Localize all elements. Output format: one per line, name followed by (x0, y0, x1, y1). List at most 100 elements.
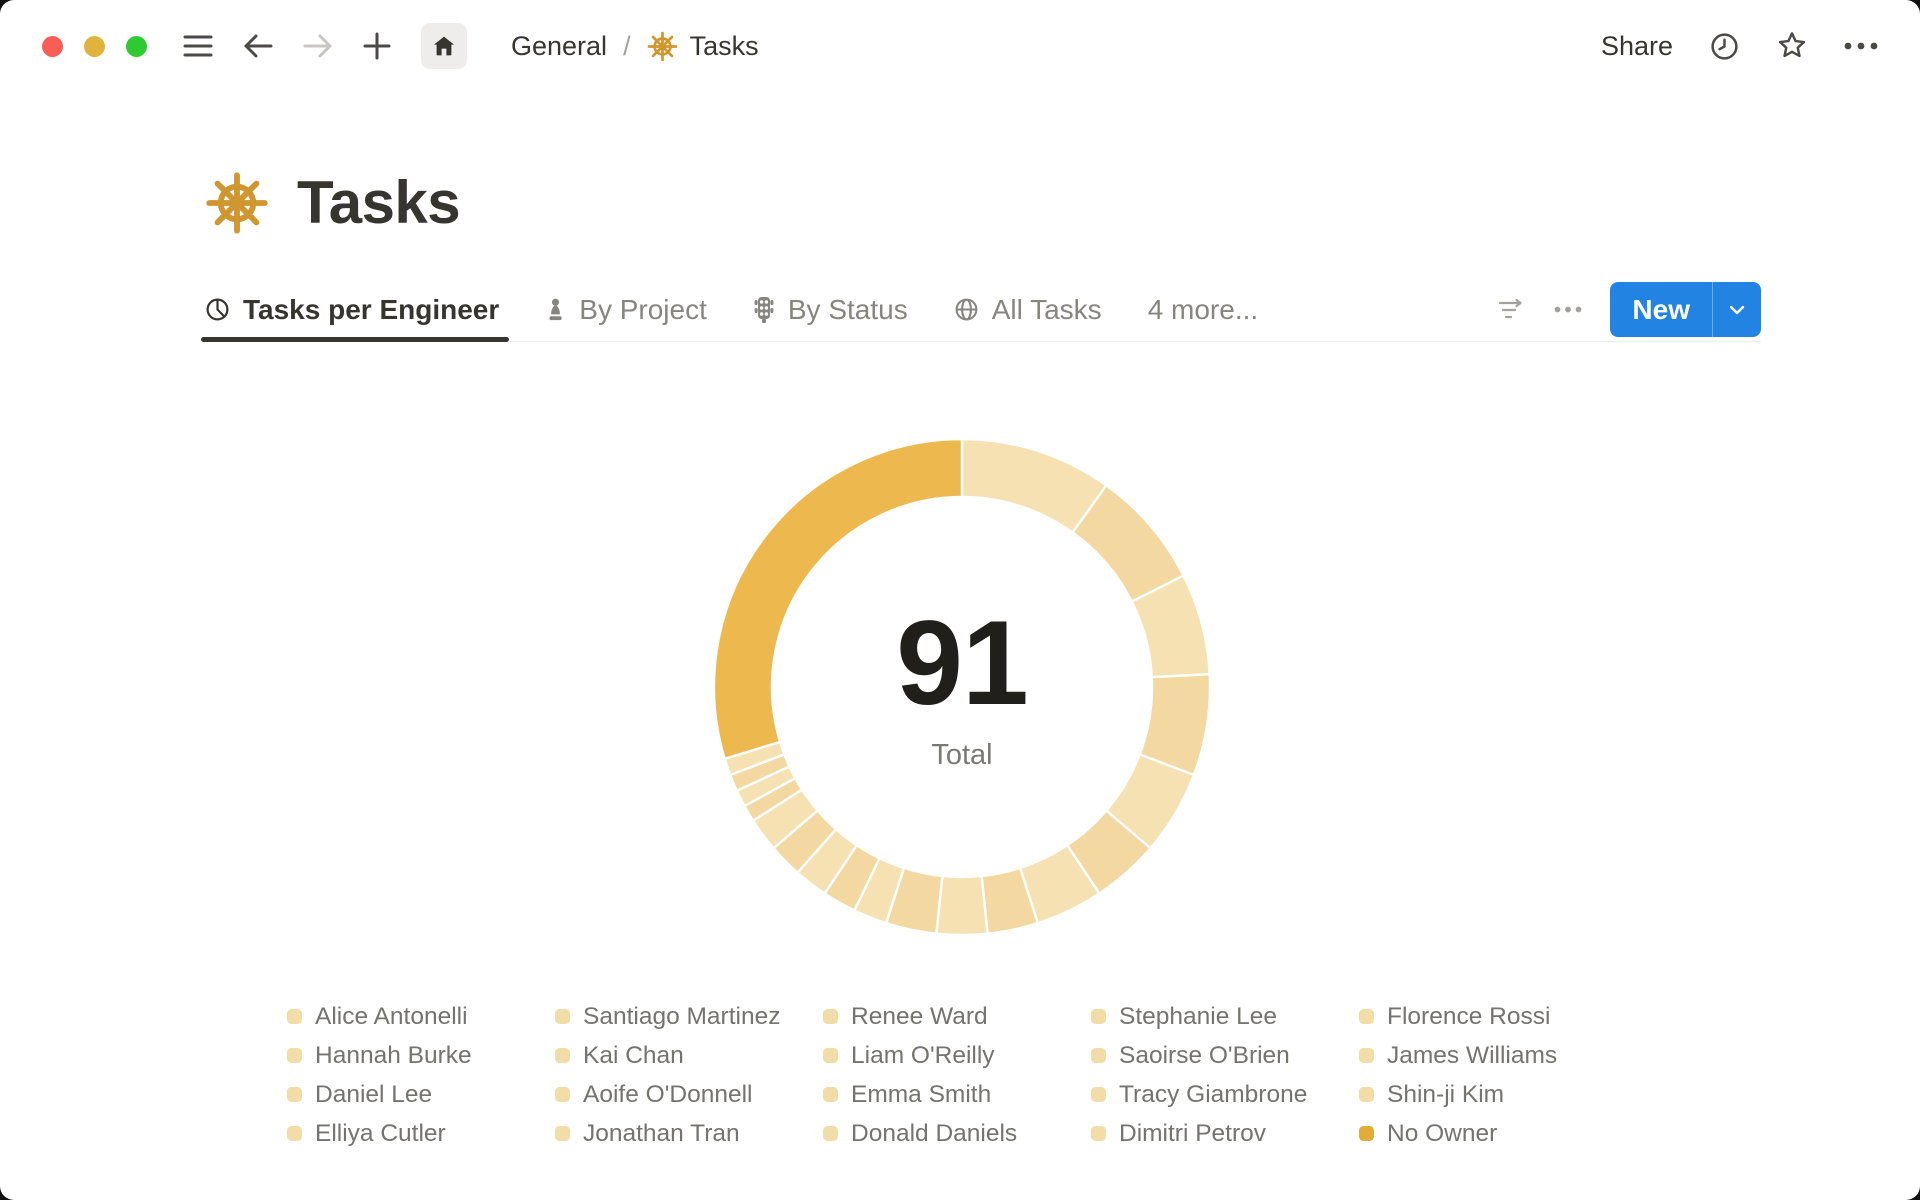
legend-item: No Owner (1359, 1120, 1627, 1148)
legend-item: Shin-ji Kim (1359, 1081, 1627, 1109)
tab-label: Tasks per Engineer (243, 293, 500, 325)
legend-swatch (1091, 1048, 1106, 1063)
legend-label: Elliya Cutler (315, 1119, 446, 1147)
pie-chart-icon (205, 297, 230, 322)
tab-by-project[interactable]: By Project (545, 278, 707, 341)
donut-slice[interactable] (935, 874, 989, 937)
legend-item: Jonathan Tran (555, 1120, 823, 1148)
new-dropdown-button[interactable] (1713, 282, 1761, 337)
zoom-window-button[interactable] (126, 35, 147, 57)
legend-item: Hannah Burke (287, 1042, 555, 1070)
legend-swatch (287, 1048, 302, 1063)
legend-swatch (823, 1048, 838, 1063)
legend-label: Stephanie Lee (1119, 1002, 1278, 1030)
new-tab-plus-icon[interactable] (363, 32, 391, 60)
globe-icon (954, 297, 979, 322)
share-button[interactable]: Share (1600, 30, 1673, 61)
chevron-down-icon (1729, 305, 1745, 315)
legend-label: Santiago Martinez (583, 1002, 781, 1030)
legend-swatch (1091, 1009, 1106, 1024)
legend-swatch (1091, 1087, 1106, 1102)
legend-label: Hannah Burke (315, 1041, 472, 1069)
traffic-lights (42, 35, 147, 57)
legend-item: Saoirse O'Brien (1091, 1042, 1359, 1070)
more-options-icon[interactable] (1844, 42, 1878, 50)
helm-wheel-icon (647, 31, 678, 62)
legend-label: Alice Antonelli (315, 1002, 468, 1030)
legend-label: Donald Daniels (851, 1119, 1018, 1147)
legend-label: Kai Chan (583, 1041, 684, 1069)
legend-swatch (555, 1087, 570, 1102)
legend-label: Saoirse O'Brien (1119, 1041, 1290, 1069)
favorite-star-icon[interactable] (1776, 30, 1808, 62)
close-window-button[interactable] (42, 35, 63, 57)
legend-item: Liam O'Reilly (823, 1042, 1091, 1070)
legend-item: Dimitri Petrov (1091, 1120, 1359, 1148)
legend-swatch (555, 1048, 570, 1063)
legend-item: Santiago Martinez (555, 1003, 823, 1031)
legend-swatch (823, 1087, 838, 1102)
view-options-ellipsis-icon[interactable] (1554, 306, 1582, 313)
donut-slice[interactable] (712, 437, 964, 761)
page-icon-helm-wheel[interactable] (205, 171, 269, 235)
legend-swatch (287, 1126, 302, 1141)
legend-label: No Owner (1387, 1119, 1498, 1147)
breadcrumb-root[interactable]: General (511, 30, 608, 61)
legend-label: Florence Rossi (1387, 1002, 1551, 1030)
tab-more-views[interactable]: 4 more... (1148, 278, 1258, 341)
legend-item: James Williams (1359, 1042, 1627, 1070)
legend-swatch (823, 1009, 838, 1024)
new-button-group: New (1610, 282, 1761, 337)
new-button[interactable]: New (1632, 293, 1690, 325)
home-icon[interactable] (421, 23, 467, 69)
tab-all-tasks[interactable]: All Tasks (954, 278, 1102, 341)
legend-swatch (287, 1087, 302, 1102)
traffic-light-icon (753, 296, 775, 324)
legend-swatch (1359, 1126, 1374, 1141)
legend-swatch (823, 1126, 838, 1141)
legend-label: Dimitri Petrov (1119, 1119, 1267, 1147)
tab-tasks-per-engineer[interactable]: Tasks per Engineer (200, 278, 510, 342)
legend-label: Renee Ward (851, 1002, 988, 1030)
legend-item: Aoife O'Donnell (555, 1081, 823, 1109)
legend-item: Florence Rossi (1359, 1003, 1627, 1031)
legend-item: Alice Antonelli (287, 1003, 555, 1031)
legend-item: Renee Ward (823, 1003, 1091, 1031)
legend-item: Emma Smith (823, 1081, 1091, 1109)
chart-legend: Alice Antonelli Santiago Martinez Renee Wa… (287, 997, 1627, 1153)
legend-item: Elliya Cutler (287, 1120, 555, 1148)
breadcrumb-separator: / (623, 30, 631, 61)
back-icon[interactable] (243, 33, 273, 59)
tab-label: By Project (579, 293, 707, 325)
legend-item: Stephanie Lee (1091, 1003, 1359, 1031)
tab-label: 4 more... (1147, 293, 1259, 325)
legend-swatch (555, 1126, 570, 1141)
minimize-window-button[interactable] (84, 35, 105, 57)
filter-sort-icon[interactable] (1498, 298, 1526, 321)
legend-label: Jonathan Tran (583, 1119, 740, 1147)
page-title[interactable]: Tasks (297, 169, 461, 236)
project-piece-icon (545, 297, 566, 323)
breadcrumb-page[interactable]: Tasks (689, 30, 759, 61)
legend-label: Daniel Lee (315, 1080, 433, 1108)
forward-icon[interactable] (303, 33, 333, 59)
legend-swatch (555, 1009, 570, 1024)
history-clock-icon[interactable] (1709, 31, 1740, 62)
legend-swatch (1359, 1048, 1374, 1063)
tab-by-status[interactable]: By Status (753, 278, 908, 341)
tab-label: By Status (787, 293, 908, 325)
sidebar-menu-icon[interactable] (183, 34, 213, 58)
legend-label: Liam O'Reilly (851, 1041, 995, 1069)
breadcrumb: General / Tasks (511, 31, 759, 62)
legend-label: James Williams (1387, 1041, 1558, 1069)
legend-label: Emma Smith (851, 1080, 992, 1108)
legend-item: Kai Chan (555, 1042, 823, 1070)
legend-label: Aoife O'Donnell (583, 1080, 753, 1108)
view-tab-bar: Tasks per Engineer By Project By Status … (200, 278, 1761, 342)
legend-swatch (287, 1009, 302, 1024)
window-topbar: General / Tasks (0, 0, 1920, 92)
page-header: Tasks (205, 168, 461, 237)
legend-label: Shin-ji Kim (1387, 1080, 1505, 1108)
legend-item: Tracy Giambrone (1091, 1081, 1359, 1109)
